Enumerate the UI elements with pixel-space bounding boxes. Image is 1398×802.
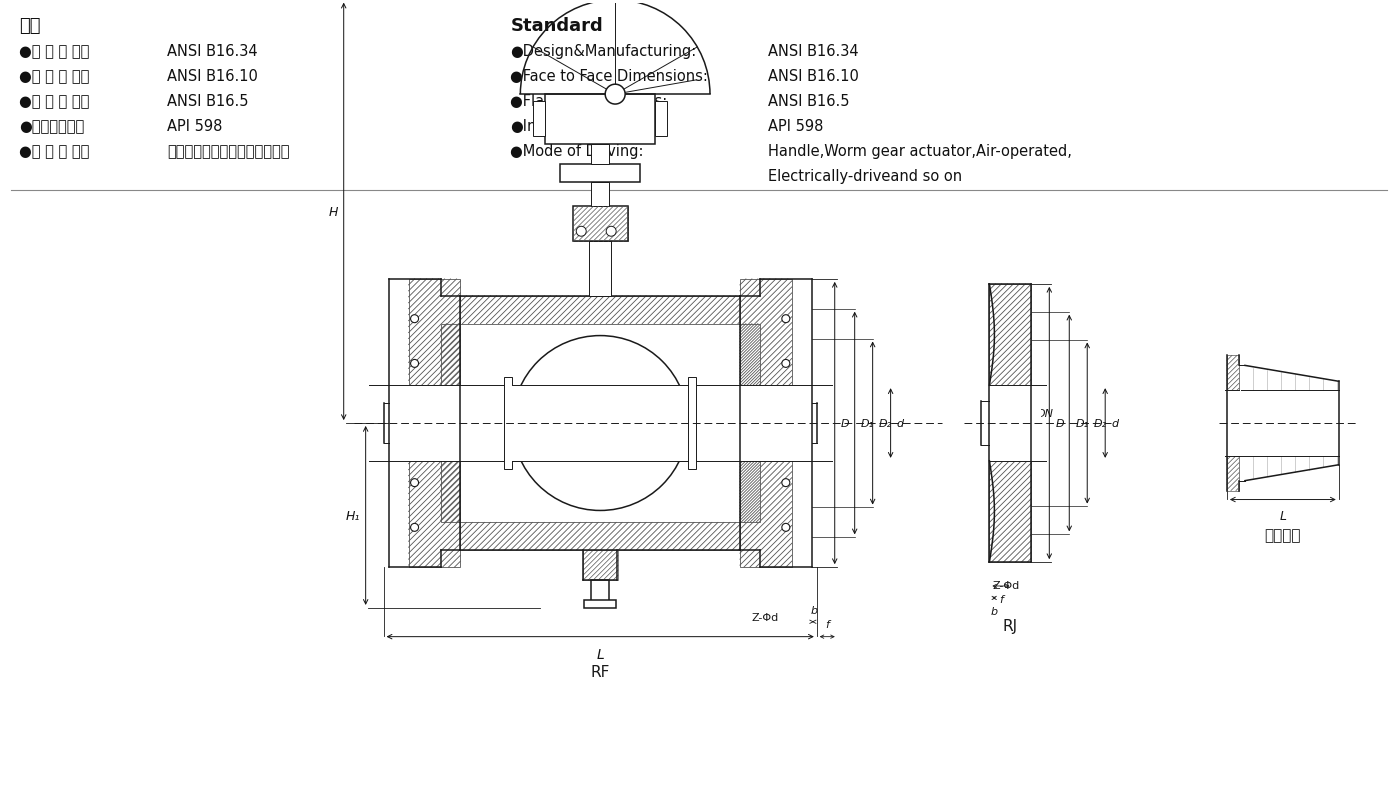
Bar — [591, 144, 610, 164]
Bar — [573, 207, 628, 242]
Text: D₁: D₁ — [861, 419, 874, 428]
Text: ●检验与试验：: ●检验与试验： — [20, 119, 85, 134]
Bar — [408, 280, 460, 567]
Text: Electrically-driveand so on: Electrically-driveand so on — [768, 168, 962, 184]
Circle shape — [513, 336, 688, 511]
Circle shape — [607, 227, 617, 237]
Text: L: L — [597, 646, 604, 661]
Bar — [1225, 391, 1241, 456]
Text: b: b — [991, 606, 998, 616]
Text: ANSI B16.10: ANSI B16.10 — [768, 69, 858, 84]
Circle shape — [605, 85, 625, 105]
Bar — [533, 102, 545, 136]
Text: H₁: H₁ — [345, 509, 359, 522]
Bar — [740, 280, 791, 567]
Text: D₂: D₂ — [878, 419, 892, 428]
Text: ANSI B16.5: ANSI B16.5 — [768, 94, 850, 109]
Text: ●驱 动 方 式：: ●驱 动 方 式： — [20, 144, 89, 159]
Text: Standard: Standard — [510, 17, 603, 34]
Bar — [1227, 356, 1239, 491]
Bar — [990, 285, 1032, 562]
Text: ●连 接 法 兰：: ●连 接 法 兰： — [20, 94, 89, 109]
Text: API 598: API 598 — [166, 119, 222, 134]
Bar — [573, 207, 628, 242]
Bar — [583, 550, 618, 581]
Text: H: H — [329, 205, 338, 219]
Bar — [460, 297, 740, 324]
Bar — [545, 95, 656, 144]
Bar — [505, 378, 513, 469]
Text: API 598: API 598 — [768, 119, 823, 134]
Text: Z-Φd: Z-Φd — [993, 581, 1019, 590]
Text: D₂: D₂ — [1093, 419, 1106, 428]
Bar — [440, 324, 460, 523]
Bar — [591, 581, 610, 602]
Text: d: d — [1111, 419, 1118, 428]
Text: 对焊连接: 对焊连接 — [1265, 528, 1302, 543]
Bar — [561, 164, 640, 182]
Text: ●Mode of Driving:: ●Mode of Driving: — [510, 144, 644, 159]
Circle shape — [411, 315, 418, 323]
Bar — [513, 386, 688, 461]
Text: ●Flange Dimensions:: ●Flange Dimensions: — [510, 94, 668, 109]
Circle shape — [781, 315, 790, 323]
Text: ANSI B16.34: ANSI B16.34 — [166, 44, 257, 59]
Bar — [656, 102, 667, 136]
Text: ●Inspection&Testing:: ●Inspection&Testing: — [510, 119, 667, 134]
Circle shape — [411, 479, 418, 487]
Circle shape — [781, 524, 790, 532]
Circle shape — [781, 360, 790, 368]
Text: ●结 构 长 度：: ●结 构 长 度： — [20, 69, 89, 84]
Text: 标准: 标准 — [20, 17, 41, 34]
Text: ●设 计 制 造：: ●设 计 制 造： — [20, 44, 89, 59]
Circle shape — [781, 479, 790, 487]
Text: ANSI B16.10: ANSI B16.10 — [166, 69, 259, 84]
Bar — [589, 242, 611, 297]
Text: b: b — [811, 605, 818, 615]
Text: ANSI B16.34: ANSI B16.34 — [768, 44, 858, 59]
Text: D: D — [1055, 419, 1064, 428]
Bar — [984, 386, 1042, 461]
Text: L: L — [1279, 510, 1286, 523]
Circle shape — [576, 227, 586, 237]
Text: f: f — [1000, 594, 1004, 604]
Text: DN: DN — [1036, 408, 1053, 419]
Text: ●Face to Face Dimensions:: ●Face to Face Dimensions: — [510, 69, 709, 84]
Bar — [591, 182, 610, 207]
Circle shape — [411, 524, 418, 532]
Bar — [688, 378, 696, 469]
Text: ANSI B16.5: ANSI B16.5 — [166, 94, 249, 109]
Text: D₁: D₁ — [1075, 419, 1089, 428]
Text: RF: RF — [590, 665, 610, 679]
Text: RJ: RJ — [1002, 618, 1018, 633]
Text: f: f — [825, 619, 829, 629]
Text: Handle,Worm gear actuator,Air-operated,: Handle,Worm gear actuator,Air-operated, — [768, 144, 1072, 159]
Text: d: d — [896, 419, 903, 428]
Bar — [460, 523, 740, 550]
Bar — [584, 600, 617, 608]
Bar — [389, 386, 812, 461]
Circle shape — [411, 360, 418, 368]
Text: ●Design&Manufacturing:: ●Design&Manufacturing: — [510, 44, 696, 59]
Text: Z-Φd: Z-Φd — [751, 612, 779, 622]
Text: D: D — [840, 419, 850, 428]
Text: 手动、蜃轮传动、气动、电动等: 手动、蜃轮传动、气动、电动等 — [166, 144, 289, 159]
Bar — [740, 324, 761, 523]
